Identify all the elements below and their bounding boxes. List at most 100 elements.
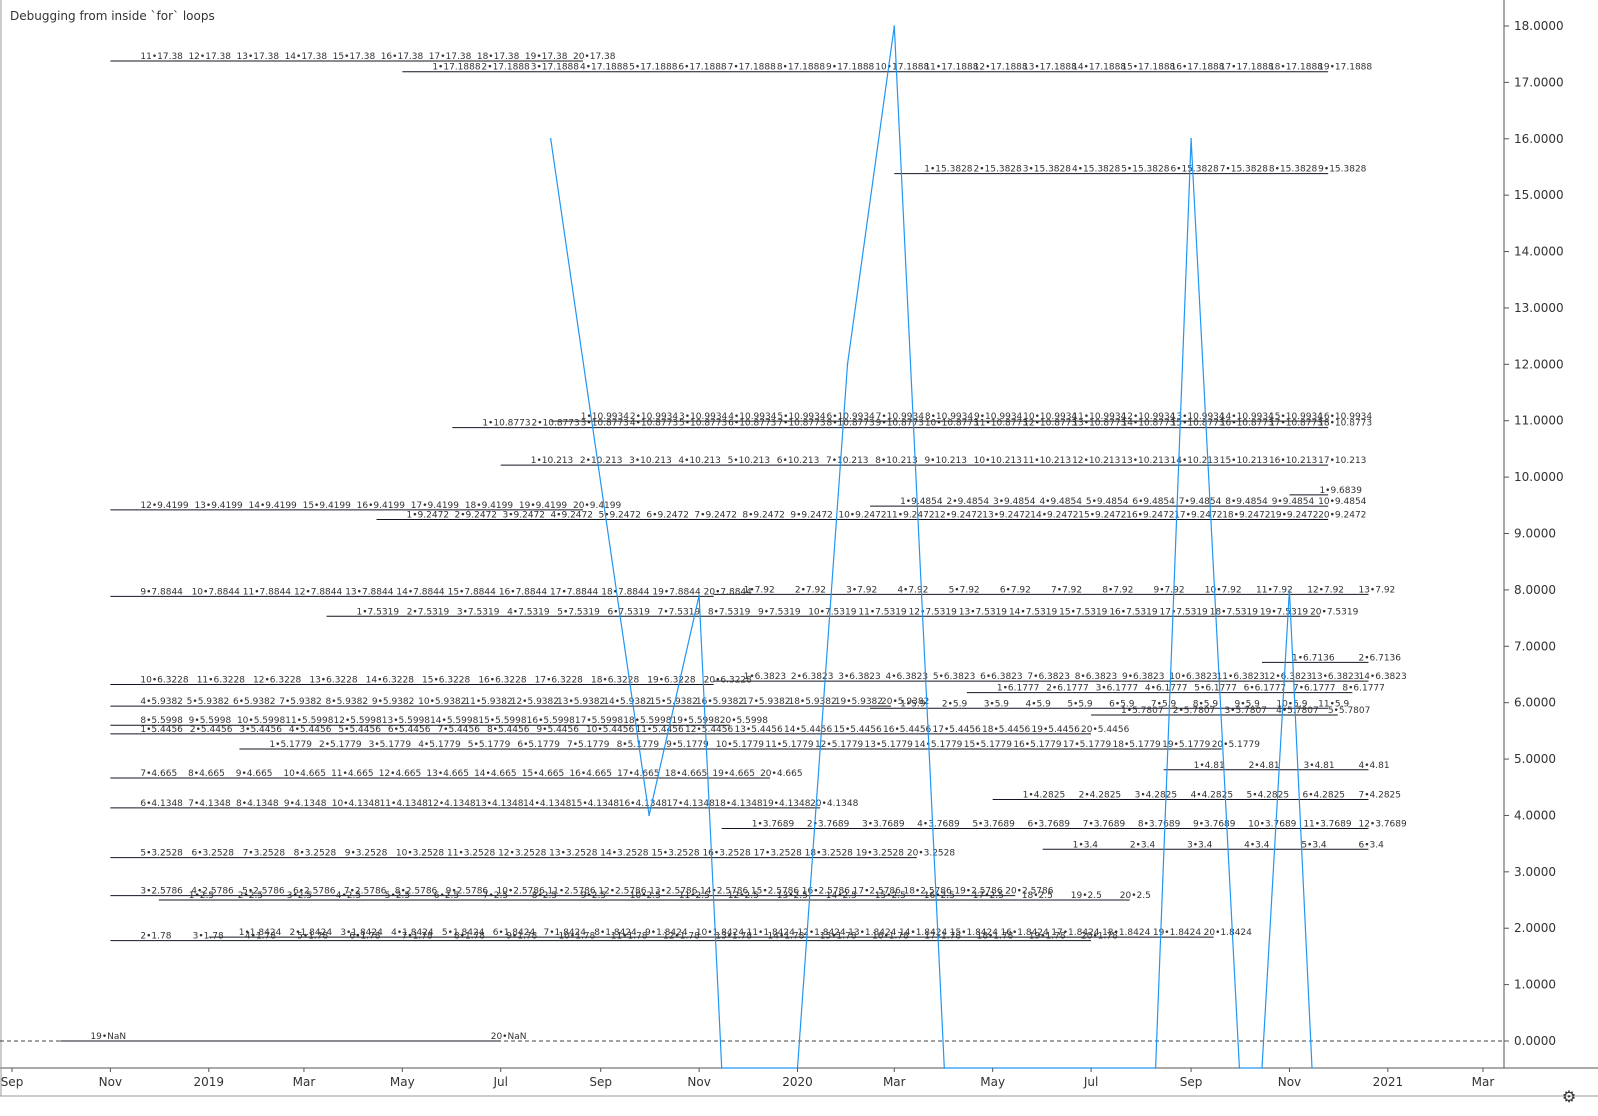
debug-label: 10•2.5786: [497, 887, 546, 897]
debug-label: 18•5.5998: [623, 716, 672, 726]
debug-label: 19•1.8424: [1153, 928, 1202, 938]
debug-label: 17•10.8773: [1269, 419, 1323, 429]
debug-label: 4•10.9934: [728, 412, 777, 422]
y-tick-label: 16.0000: [1514, 132, 1564, 146]
series-point: [1154, 1067, 1157, 1069]
debug-label: 17•7.8844: [550, 587, 599, 597]
x-tick-label: Mar: [1472, 1075, 1495, 1089]
debug-label: 5•9.4854: [1086, 497, 1129, 507]
x-tick-label: Nov: [687, 1075, 710, 1089]
debug-label: 1•9.6839: [1319, 486, 1362, 496]
debug-label: 15•10.213: [1220, 456, 1268, 466]
debug-label: 19•1.78: [1029, 932, 1066, 942]
debug-label: 20•2.5: [1120, 891, 1151, 901]
debug-label: 11•2.5: [679, 891, 710, 901]
debug-label: 17•5.5998: [575, 716, 624, 726]
debug-label: 14•2.5786: [700, 887, 749, 897]
debug-label: 9•1.8424: [645, 928, 688, 938]
debug-label: 9•10.8773: [876, 419, 924, 429]
series-point: [720, 1067, 723, 1069]
debug-label: 2•4.2825: [1079, 791, 1122, 801]
debug-label: 17•17.38: [429, 52, 472, 62]
debug-label: 1•6.1777: [997, 684, 1040, 694]
debug-label: 6•5.9: [1109, 699, 1135, 709]
debug-label: 6•3.7689: [1028, 819, 1071, 829]
debug-label: 16•10.9934: [1318, 412, 1372, 422]
debug-label: 18•4.1348: [714, 799, 763, 809]
debug-label: 16•4.1348: [619, 799, 668, 809]
debug-label: 3•1.78: [193, 932, 224, 942]
debug-label: 13•9.2472: [982, 511, 1030, 521]
debug-label: 10•17.1888: [875, 63, 929, 73]
debug-label: 3•3.4: [1187, 840, 1213, 850]
debug-label: 18•9.4199: [465, 501, 514, 511]
y-tick-label: 12.0000: [1514, 357, 1564, 371]
debug-label: 15•7.8844: [448, 587, 497, 597]
debug-label: 12•10.9934: [1122, 412, 1176, 422]
debug-label: 20•3.2528: [907, 849, 956, 859]
debug-label: 16•7.5319: [1109, 607, 1158, 617]
debug-label: 15•9.4199: [303, 501, 352, 511]
price-scale[interactable]: 0.0000 1.0000 2.0000 3.0000 4.0000 5.0000 6.00…: [1504, 19, 1564, 1048]
debug-label: 10•1.8424: [696, 928, 745, 938]
debug-label: 9•10.9934: [974, 412, 1023, 422]
debug-label: 3•10.9934: [679, 412, 728, 422]
debug-label: 13•10.213: [1121, 456, 1169, 466]
debug-label: 19•NaN: [90, 1032, 126, 1042]
debug-label: 5•10.9934: [777, 412, 826, 422]
debug-label: 12•17.38: [188, 52, 231, 62]
debug-label: 17•5.4456: [933, 725, 982, 735]
debug-label: 10•10.213: [974, 456, 1022, 466]
debug-label: 4•6.3823: [886, 672, 929, 682]
debug-label: 2•10.8773: [531, 419, 579, 429]
debug-label: 3•15.3828: [1023, 165, 1072, 175]
debug-label: 9•9.4854: [1272, 497, 1315, 507]
debug-label: 10•6.3228: [140, 675, 189, 685]
debug-label: 7•15.3828: [1220, 165, 1269, 175]
x-tick-label: Mar: [293, 1075, 316, 1089]
debug-label: 19•3.2528: [856, 849, 905, 859]
debug-label: 3•7.92: [846, 585, 877, 595]
y-tick-label: 9.0000: [1514, 527, 1556, 541]
debug-label: 7•4.665: [140, 769, 177, 779]
debug-label: 12•2.5786: [598, 887, 647, 897]
debug-label: 13•5.5998: [382, 716, 431, 726]
debug-label: 1•3.4: [1073, 840, 1099, 850]
debug-label: 19•6.3228: [647, 675, 696, 685]
debug-label: 13•4.1348: [475, 799, 524, 809]
debug-label: 1•6.7136: [1292, 653, 1335, 663]
time-scale[interactable]: Sep Nov 2019 Mar May Jul Sep Nov 2020 Mar May Jul Se…: [1, 1068, 1495, 1089]
debug-label: 13•1.8424: [848, 928, 897, 938]
y-tick-label: 8.0000: [1514, 583, 1556, 597]
debug-label: 16•1.78: [872, 932, 909, 942]
debug-label: 9•17.1888: [826, 63, 875, 73]
debug-label: 4•4.81: [1358, 761, 1389, 771]
debug-label: 15•7.5319: [1059, 607, 1108, 617]
debug-label: 10•7.92: [1205, 585, 1242, 595]
debug-label: 11•10.213: [1023, 456, 1071, 466]
debug-label: 2•6.1777: [1046, 684, 1089, 694]
debug-label: 6•2.5786: [293, 887, 336, 897]
debug-label: 11•17.1888: [924, 63, 978, 73]
debug-label: 18•5.1779: [1113, 740, 1162, 750]
debug-label: 5•5.1779: [468, 740, 511, 750]
debug-label: 9•4.1348: [284, 799, 327, 809]
debug-label: 7•5.9382: [279, 697, 322, 707]
debug-label: 9•4.665: [236, 769, 273, 779]
debug-label: 5•1.8424: [442, 928, 485, 938]
debug-label: 3•7.5319: [457, 607, 500, 617]
debug-label: 11•7.8844: [243, 587, 292, 597]
debug-label: 17•17.1888: [1220, 63, 1274, 73]
debug-label: 2•6.7136: [1358, 653, 1401, 663]
gear-icon[interactable]: ⚙: [1561, 1087, 1577, 1106]
debug-label: 15•9.2472: [1078, 511, 1126, 521]
debug-label: 12•10.213: [1072, 456, 1120, 466]
debug-label: 3•5.9: [984, 699, 1010, 709]
debug-label: 11•3.2528: [447, 849, 496, 859]
debug-label: 8•10.213: [875, 456, 918, 466]
y-tick-label: 17.0000: [1514, 75, 1564, 89]
debug-label: 16•17.38: [381, 52, 424, 62]
debug-label: 17•5.9382: [742, 697, 790, 707]
debug-label: 8•5.9382: [326, 697, 369, 707]
debug-label: 15•1.8424: [950, 928, 999, 938]
